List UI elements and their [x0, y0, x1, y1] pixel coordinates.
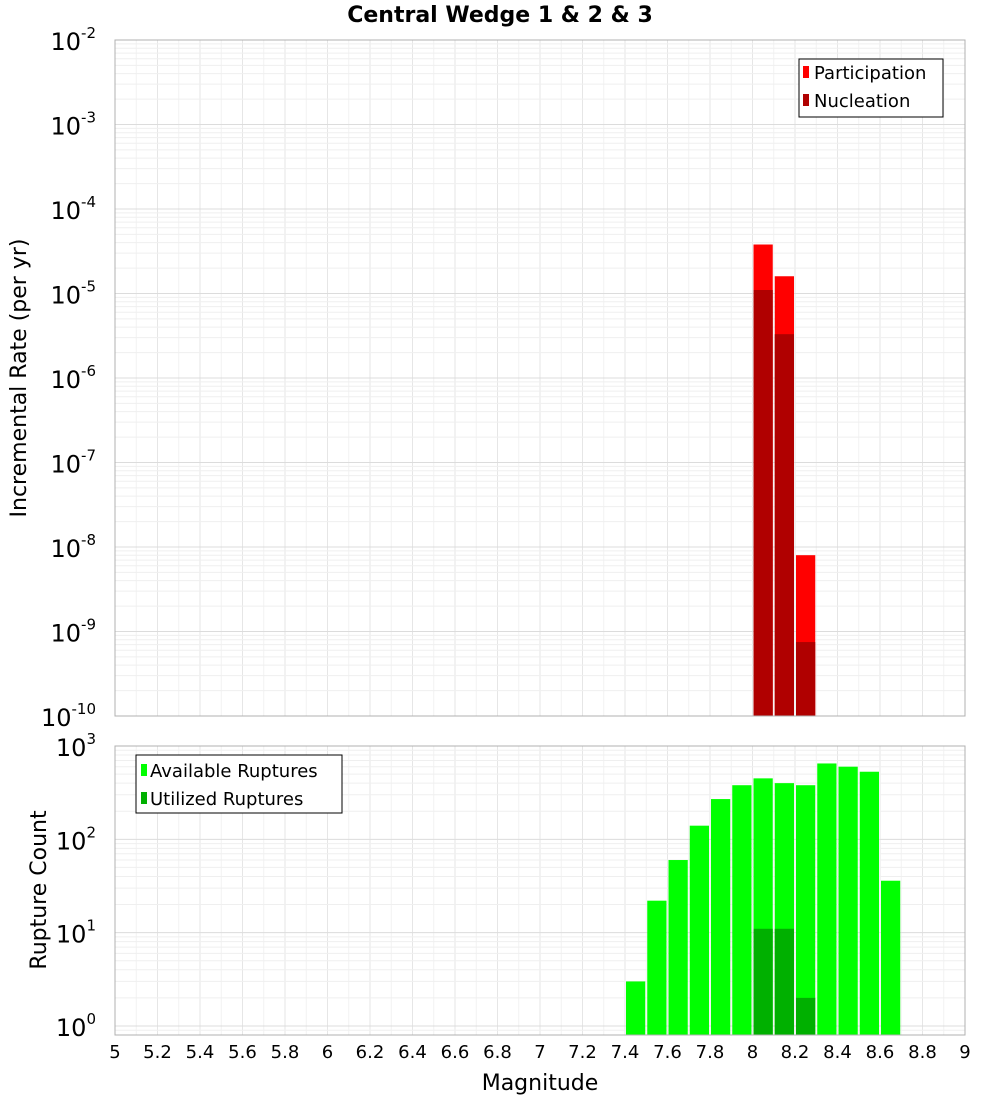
rupture-count-bar-available-ruptures — [626, 981, 646, 1035]
magnitude-x-tick-label: 6.6 — [441, 1042, 470, 1063]
incremental-rate-y-tick-label: 10-5 — [50, 278, 96, 310]
rupture-count-bar-available-ruptures — [817, 763, 837, 1035]
magnitude-x-tick-label: 6.8 — [483, 1042, 512, 1063]
magnitude-x-tick-label: 6 — [322, 1042, 333, 1063]
magnitude-x-tick-label: 5.6 — [228, 1042, 257, 1063]
magnitude-x-axis-label: Magnitude — [482, 1071, 599, 1096]
rupture-count-bar-available-ruptures — [647, 900, 667, 1035]
magnitude-x-tick-label: 8.4 — [823, 1042, 852, 1063]
magnitude-x-tick-label: 8.6 — [866, 1042, 895, 1063]
available-ruptures-legend-swatch — [141, 764, 147, 776]
rupture-count-bar-available-ruptures — [732, 785, 752, 1035]
incremental-rate-bar-nucleation — [753, 290, 773, 716]
available-ruptures-legend-label: Available Ruptures — [150, 761, 318, 782]
rupture-count-bar-utilized-ruptures — [796, 997, 816, 1035]
magnitude-x-tick-label: 7.8 — [696, 1042, 725, 1063]
magnitude-x-tick-label: 5.4 — [186, 1042, 215, 1063]
magnitude-x-tick-label: 9 — [959, 1042, 970, 1063]
rupture-count-legend: Available Ruptures Utilized Ruptures — [135, 754, 343, 814]
magnitude-x-tick-label: 8.8 — [908, 1042, 937, 1063]
magnitude-x-tick-label: 5.2 — [143, 1042, 172, 1063]
magnitude-x-tick-label: 7 — [534, 1042, 545, 1063]
incremental-rate-bar-nucleation — [796, 642, 816, 716]
incremental-rate-bars — [753, 244, 816, 716]
magnitude-x-tick-label: 8 — [747, 1042, 758, 1063]
rupture-count-bar-available-ruptures — [711, 799, 731, 1035]
incremental-rate-gridlines — [114, 39, 966, 717]
rupture-count-plot-border — [114, 745, 966, 1036]
rupture-count-bar-available-ruptures — [689, 825, 709, 1035]
incremental-rate-plot-border — [114, 39, 966, 717]
rupture-count-legend-box — [135, 754, 343, 814]
magnitude-x-tick-label: 5.8 — [271, 1042, 300, 1063]
incremental-rate-y-tick-label: 10-9 — [50, 616, 96, 648]
nucleation-legend-swatch — [803, 94, 809, 106]
rupture-count-y-tick-label: 103 — [56, 730, 96, 762]
magnitude-x-ticks: 5 5.2 5.4 5.6 5.8 6 6.2 6.4 6.6 6.8 7 7.2 7.4 7.6 7.8 8… — [109, 1042, 970, 1063]
incremental-rate-panel: 10-2 10-3 10-4 10-5 10-6 10-7 10-8 10-9 10-10 In… — [7, 24, 966, 732]
incremental-rate-y-ticks: 10-2 10-3 10-4 10-5 10-6 10-7 10-8 10-9 10-10 — [41, 24, 96, 732]
rupture-count-bar-utilized-ruptures — [753, 928, 773, 1035]
magnitude-x-tick-label: 7.2 — [568, 1042, 597, 1063]
incremental-rate-y-tick-label: 10-7 — [50, 447, 96, 479]
rupture-count-bar-available-ruptures — [881, 880, 901, 1035]
nucleation-legend-label: Nucleation — [814, 91, 910, 112]
rupture-count-panel: 103 102 101 100 5 5.2 5.4 5.6 5.8 6 6.2 6.4 6.6 6.8 7… — [27, 730, 971, 1096]
chart-title: Central Wedge 1 & 2 & 3 — [347, 3, 653, 28]
rupture-count-bar-available-ruptures — [838, 766, 858, 1035]
rupture-count-y-tick-label: 100 — [56, 1010, 96, 1042]
participation-legend-swatch — [803, 66, 809, 78]
incremental-rate-legend-box — [798, 58, 944, 118]
rupture-count-y-tick-label: 101 — [56, 917, 96, 949]
participation-legend-label: Participation — [814, 63, 926, 84]
utilized-ruptures-legend-label: Utilized Ruptures — [150, 789, 303, 810]
incremental-rate-legend: Participation Nucleation — [798, 58, 944, 118]
incremental-rate-bar-nucleation — [774, 334, 794, 716]
incremental-rate-y-tick-label: 10-8 — [50, 531, 96, 563]
rupture-count-y-tick-label: 102 — [56, 823, 96, 855]
incremental-rate-y-tick-label: 10-4 — [50, 193, 96, 225]
rupture-count-bar-available-ruptures — [859, 771, 879, 1035]
magnitude-x-tick-label: 6.2 — [356, 1042, 385, 1063]
incremental-rate-y-axis-label: Incremental Rate (per yr) — [7, 239, 32, 518]
rupture-count-y-axis-label: Rupture Count — [27, 810, 52, 970]
magnitude-x-tick-label: 7.4 — [611, 1042, 640, 1063]
rupture-count-bar-utilized-ruptures — [774, 928, 794, 1035]
magnitude-x-tick-label: 5 — [109, 1042, 120, 1063]
rupture-count-y-ticks: 103 102 101 100 — [56, 730, 96, 1042]
rupture-count-bar-available-ruptures — [796, 785, 816, 1035]
incremental-rate-y-tick-label: 10-3 — [50, 109, 96, 141]
rupture-count-bar-available-ruptures — [668, 860, 688, 1035]
magnitude-x-tick-label: 7.6 — [653, 1042, 682, 1063]
magnitude-x-tick-label: 6.4 — [398, 1042, 427, 1063]
incremental-rate-y-tick-label: 10-10 — [41, 700, 96, 732]
magnitude-x-tick-label: 8.2 — [781, 1042, 810, 1063]
incremental-rate-y-tick-label: 10-2 — [50, 24, 96, 56]
incremental-rate-y-tick-label: 10-6 — [50, 362, 96, 394]
utilized-ruptures-legend-swatch — [141, 792, 147, 804]
rupture-count-bars — [626, 763, 901, 1035]
